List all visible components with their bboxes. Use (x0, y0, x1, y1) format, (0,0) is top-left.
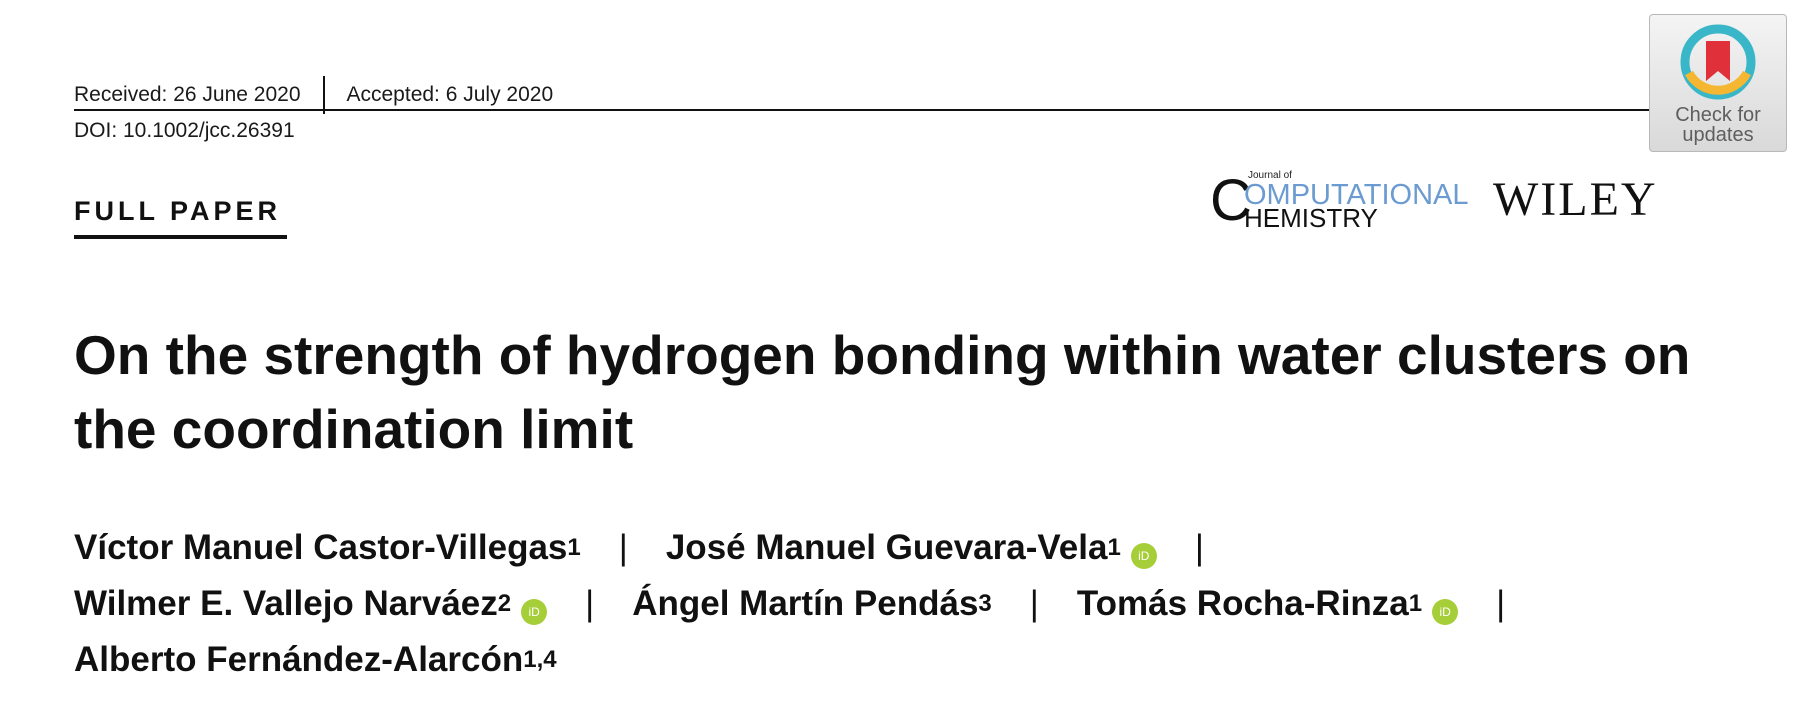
affiliation-marker: 1 (1107, 534, 1121, 561)
author-separator: | (1194, 528, 1204, 567)
journal-of-label: Journal of (1248, 170, 1292, 181)
bookmark-icon (1680, 24, 1756, 100)
author-separator: | (618, 528, 628, 567)
date-divider (322, 76, 325, 114)
journal-logo[interactable]: Journal of C OMPUTATIONAL HEMISTRY (1210, 168, 1469, 234)
author-name[interactable]: Wilmer E. Vallejo Narváez (74, 584, 498, 623)
article-title: On the strength of hydrogen bonding with… (74, 324, 1691, 460)
orcid-icon[interactable]: iD (521, 599, 548, 625)
accepted-date: Accepted: 6 July 2020 (346, 83, 554, 106)
journal-big-letter: C (1210, 168, 1252, 233)
author-name[interactable]: Víctor Manuel Castor-Villegas (74, 528, 568, 567)
author-name[interactable]: Ángel Martín Pendás (632, 584, 979, 623)
orcid-icon[interactable]: iD (1432, 599, 1459, 625)
orcid-icon[interactable]: iD (1130, 543, 1157, 569)
author-line: Wilmer E. Vallejo Narváez 2 iD | Ángel Ma… (74, 584, 1543, 625)
article-dates: Received: 26 June 2020 Accepted: 6 July … (74, 76, 553, 114)
badge-line-2: updates (1682, 124, 1754, 146)
section-underline (74, 235, 287, 239)
journal-name-line-1: OMPUTATIONAL (1244, 179, 1469, 211)
header-rule (74, 109, 1650, 111)
author-name[interactable]: José Manuel Guevara-Vela (665, 528, 1108, 567)
author-line: Víctor Manuel Castor-Villegas 1 | José Ma… (74, 528, 1242, 569)
received-date: Received: 26 June 2020 (74, 83, 301, 106)
doi[interactable]: DOI: 10.1002/jcc.26391 (74, 119, 295, 142)
author-separator: | (1496, 584, 1506, 623)
badge-line-1: Check for (1675, 104, 1761, 126)
affiliation-marker: 1 (1408, 590, 1423, 617)
check-for-updates-badge[interactable]: Check for updates (1649, 14, 1787, 152)
affiliation-marker: 1 (567, 534, 581, 561)
publisher-logo[interactable]: WILEY (1493, 173, 1658, 226)
affiliation-marker: 3 (978, 590, 992, 617)
author-separator: | (585, 584, 595, 623)
affiliation-marker: 2 (497, 590, 512, 617)
affiliation-marker: 1,4 (523, 646, 557, 673)
author-line: Alberto Fernández-Alarcón 1,4 (74, 640, 557, 680)
author-name[interactable]: Tomás Rocha-Rinza (1076, 584, 1409, 623)
journal-name-line-2: HEMISTRY (1244, 203, 1378, 233)
section-label: FULL PAPER (74, 196, 282, 226)
author-separator: | (1029, 584, 1039, 623)
author-name[interactable]: Alberto Fernández-Alarcón (74, 640, 524, 679)
